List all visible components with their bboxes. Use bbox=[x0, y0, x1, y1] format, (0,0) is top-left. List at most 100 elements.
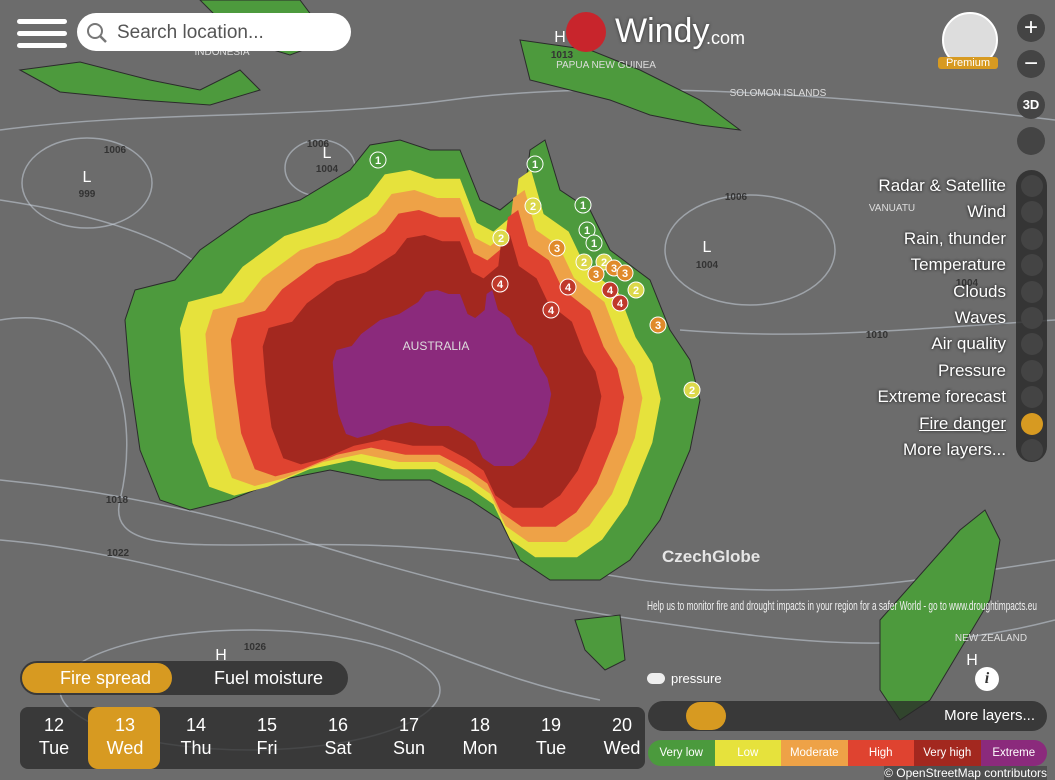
fire-marker-label: 3 bbox=[611, 263, 617, 275]
tab[interactable]: Fuel moisture bbox=[214, 668, 324, 688]
pressure-toggle[interactable]: pressure bbox=[671, 671, 722, 686]
fire-marker-label: 3 bbox=[554, 243, 560, 255]
layer-item[interactable]: Waves bbox=[954, 308, 1006, 327]
hurricane-button[interactable] bbox=[1017, 127, 1045, 155]
day[interactable]: 12 Tue bbox=[14, 714, 94, 760]
legend-item: Very low bbox=[648, 740, 715, 766]
fire-marker-label: 4 bbox=[617, 298, 624, 310]
info-button[interactable]: i bbox=[975, 667, 999, 691]
fire-marker-label: 2 bbox=[581, 257, 587, 269]
layer-item[interactable]: Temperature bbox=[910, 255, 1006, 275]
legend-item: Very high bbox=[914, 740, 981, 766]
fire-marker-label: 2 bbox=[530, 201, 536, 213]
day[interactable]: 17 Sun bbox=[369, 714, 449, 760]
fire-marker bbox=[587, 265, 605, 283]
danger-zone bbox=[332, 290, 552, 466]
fire-marker-label: 2 bbox=[633, 285, 639, 297]
isobar bbox=[664, 194, 836, 306]
fire-marker bbox=[578, 221, 596, 239]
land bbox=[18, 61, 261, 106]
isobar bbox=[0, 317, 1055, 591]
day[interactable]: 20 Wed bbox=[582, 714, 662, 760]
layer-item[interactable]: Air quality bbox=[931, 334, 1006, 354]
layer-item[interactable]: Extreme forecast bbox=[877, 387, 1007, 407]
pressure-label: L bbox=[323, 145, 332, 162]
view-3d[interactable]: 3D bbox=[1017, 91, 1045, 119]
place-label: NEW ZEALAND bbox=[955, 633, 1027, 644]
layer-item[interactable]: Fire danger bbox=[919, 413, 1006, 433]
day-date: 13 bbox=[114, 715, 136, 735]
menu-bar bbox=[17, 43, 67, 48]
pressure-label: 1004 bbox=[316, 164, 339, 175]
day[interactable]: 19 Tue bbox=[511, 714, 591, 760]
fire-marker bbox=[526, 155, 544, 173]
fire-marker-label: 1 bbox=[591, 238, 597, 250]
tab[interactable]: Fire spread bbox=[60, 668, 152, 688]
day[interactable]: 15 Fri bbox=[227, 714, 307, 760]
pressure-switch[interactable] bbox=[647, 673, 665, 684]
legend-item: Low bbox=[714, 740, 781, 766]
more-layers[interactable]: More layers... bbox=[944, 707, 1035, 724]
pressure-label: 1022 bbox=[107, 548, 130, 559]
search-box[interactable]: Search location... bbox=[77, 13, 351, 51]
pressure-label: 1018 bbox=[106, 495, 129, 506]
place-label: PAPUA NEW GUINEA bbox=[556, 60, 656, 71]
toolbar-active[interactable] bbox=[686, 702, 726, 730]
day[interactable]: 13 Wed bbox=[85, 714, 165, 760]
legend-item: Moderate bbox=[781, 740, 848, 766]
day-date: 15 bbox=[256, 715, 278, 735]
fire-marker-label: 1 bbox=[584, 225, 590, 237]
logo: Windy bbox=[615, 12, 710, 50]
pressure-label: L bbox=[83, 169, 92, 186]
premium-badge[interactable]: Premium bbox=[938, 57, 998, 69]
fire-marker-label: 4 bbox=[607, 285, 614, 297]
fire-marker-label: 1 bbox=[580, 200, 586, 212]
tab-active-bg bbox=[22, 663, 172, 693]
fire-marker-label: 2 bbox=[601, 257, 607, 269]
isobar bbox=[21, 137, 153, 229]
menu-bar bbox=[17, 31, 67, 36]
fire-marker-label: 3 bbox=[593, 269, 599, 281]
pressure-label: 1006 bbox=[725, 192, 748, 203]
fire-marker bbox=[492, 229, 510, 247]
fire-marker bbox=[616, 264, 634, 282]
pressure-label: 1004 bbox=[696, 260, 719, 271]
day-weekday: Sun bbox=[392, 738, 426, 758]
day-weekday: Fri bbox=[256, 738, 278, 758]
land bbox=[519, 39, 742, 131]
layer-item[interactable]: Wind bbox=[967, 202, 1006, 222]
menu-bar bbox=[17, 19, 67, 24]
layer-icon bbox=[1021, 201, 1043, 224]
search-placeholder: Search location... bbox=[117, 22, 264, 43]
timeline: 12 Tue 13 Wed 14 Thu 15 Fri 16 Sat 17 Sun 18 Mon 19 Tue… bbox=[20, 707, 645, 769]
layer-item[interactable]: More layers... bbox=[903, 440, 1006, 459]
day-date: 19 bbox=[540, 715, 562, 735]
attribution: © OpenStreetMap contributors bbox=[884, 766, 1047, 780]
layer-icon bbox=[1021, 254, 1043, 277]
fire-marker-label: 3 bbox=[655, 320, 661, 332]
layer-item[interactable]: Pressure bbox=[937, 360, 1006, 380]
layer-item[interactable]: Radar & Satellite bbox=[878, 176, 1006, 195]
day[interactable]: 16 Sat bbox=[298, 714, 378, 760]
fire-marker bbox=[559, 278, 577, 296]
place-label: VANUATU bbox=[869, 203, 915, 214]
active-day bbox=[88, 707, 160, 769]
land bbox=[574, 614, 626, 671]
fire-marker bbox=[524, 197, 542, 215]
pressure-label: H bbox=[215, 647, 227, 664]
layer-item[interactable]: Clouds bbox=[953, 281, 1006, 301]
menu-button[interactable] bbox=[17, 16, 67, 52]
day-date: 20 bbox=[611, 715, 633, 735]
zoom-in[interactable]: + bbox=[1017, 14, 1045, 42]
day-date: 17 bbox=[398, 715, 420, 735]
place-label: SOLOMON ISLANDS bbox=[730, 88, 827, 99]
layer-icon bbox=[1021, 386, 1043, 409]
place-label: AUSTRALIA bbox=[403, 339, 470, 353]
day[interactable]: 14 Thu bbox=[156, 714, 236, 760]
zoom-out[interactable]: − bbox=[1017, 50, 1045, 78]
day[interactable]: 18 Mon bbox=[440, 714, 520, 760]
pressure-label: H bbox=[966, 652, 978, 669]
fire-marker-label: 4 bbox=[565, 282, 572, 294]
layer-item[interactable]: Rain, thunder bbox=[903, 228, 1006, 248]
